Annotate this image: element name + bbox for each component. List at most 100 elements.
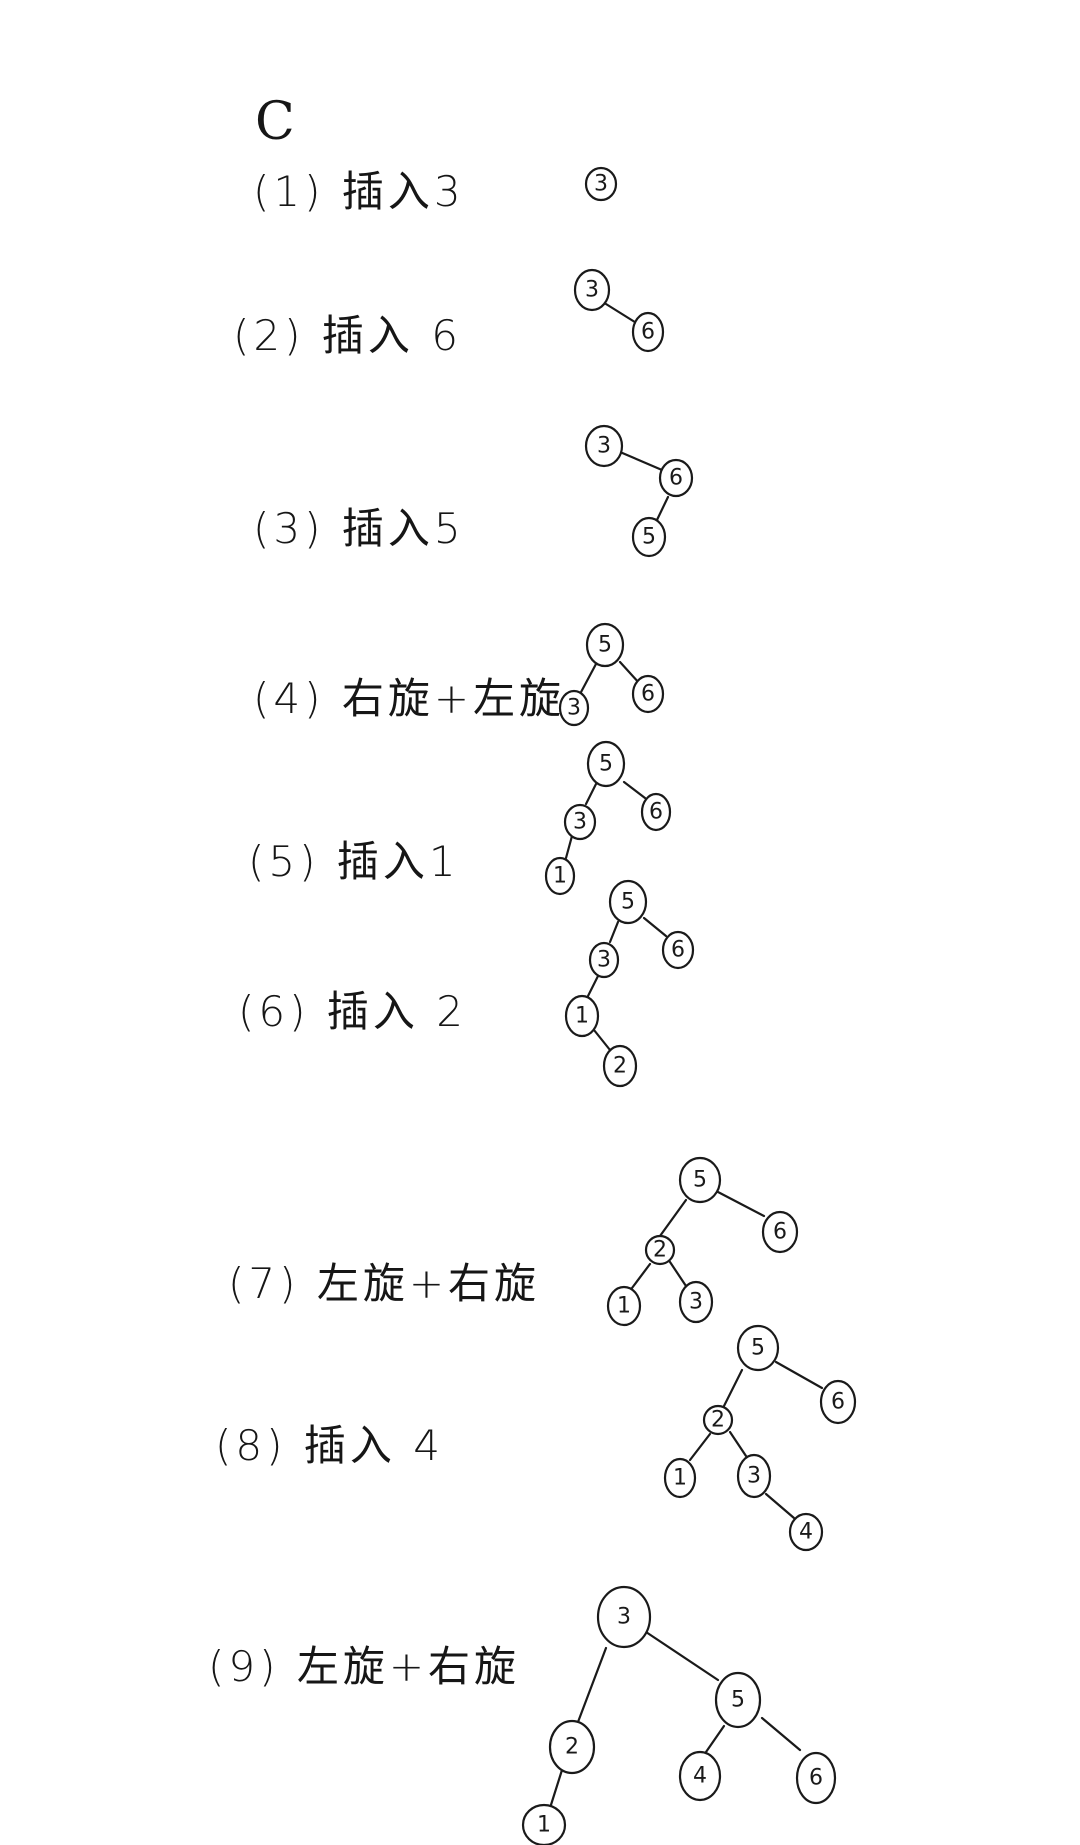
node-value: 3 <box>585 278 599 303</box>
section-heading: C <box>255 92 295 152</box>
tree-node <box>658 458 694 498</box>
tree-step-3: 3 6 5 <box>584 424 694 558</box>
tree-node <box>702 1404 734 1436</box>
tree-node <box>602 1044 638 1088</box>
tree-step-7: 5 2 6 1 3 <box>606 1156 799 1327</box>
node-value: 5 <box>621 890 635 915</box>
tree-step-2: 3 6 <box>573 268 665 353</box>
step-label-1: (1) 插入3 <box>253 167 465 216</box>
node-value: 1 <box>673 1466 687 1491</box>
tree-node <box>678 1280 714 1324</box>
tree-node <box>736 1324 780 1372</box>
tree-edge <box>608 920 620 944</box>
node-value: 3 <box>689 1290 703 1315</box>
step-label-6: (6) 插入 2 <box>238 987 467 1036</box>
tree-node <box>761 1210 799 1254</box>
tree-node <box>788 1512 824 1552</box>
tree-node <box>563 803 597 841</box>
node-value: 5 <box>599 752 613 777</box>
tree-node <box>573 268 611 312</box>
tree-node <box>678 1750 722 1802</box>
tree-node <box>564 994 600 1038</box>
node-value: 6 <box>809 1766 823 1791</box>
node-value: 3 <box>747 1464 761 1489</box>
tree-edge <box>584 782 598 806</box>
tree-node <box>631 516 667 558</box>
tree-edge <box>722 1368 744 1408</box>
tree-node <box>631 311 665 353</box>
node-value: 4 <box>799 1520 813 1545</box>
node-value: 6 <box>671 938 685 963</box>
tree-node <box>644 1234 676 1266</box>
node-value: 5 <box>693 1168 707 1193</box>
tree-edge <box>760 1716 802 1752</box>
node-value: 3 <box>567 696 581 721</box>
step-label-8: (8) 插入 4 <box>215 1421 444 1470</box>
node-value: 5 <box>598 633 612 658</box>
tree-edge <box>654 495 670 524</box>
node-value: 6 <box>641 682 655 707</box>
tree-step-1: 3 <box>584 166 618 202</box>
node-value: 3 <box>617 1605 631 1630</box>
tree-step-6: 5 3 6 1 2 <box>564 879 695 1088</box>
tree-edge <box>688 1432 712 1462</box>
node-value: 6 <box>641 320 655 345</box>
node-value: 2 <box>565 1735 579 1760</box>
step-label-3: (3) 插入5 <box>253 504 465 553</box>
tree-node <box>606 1285 642 1327</box>
node-value: 1 <box>537 1813 551 1838</box>
node-value: 3 <box>597 948 611 973</box>
node-value: 2 <box>613 1054 627 1079</box>
step-label-9: (9) 左旋+右旋 <box>208 1642 521 1691</box>
tree-node <box>631 674 665 714</box>
node-value: 6 <box>773 1220 787 1245</box>
tree-node <box>608 879 648 925</box>
node-value: 2 <box>653 1238 667 1263</box>
tree-edge <box>716 1190 766 1218</box>
tree-node <box>584 166 618 202</box>
tree-edge <box>622 780 647 800</box>
node-value: 6 <box>649 800 663 825</box>
tree-edge <box>774 1360 824 1390</box>
node-value: 6 <box>831 1390 845 1415</box>
tree-edge <box>668 1260 688 1288</box>
tree-node <box>736 1453 772 1499</box>
tree-node <box>521 1803 567 1845</box>
tree-node <box>586 740 626 788</box>
tree-node <box>588 941 620 979</box>
tree-node <box>558 689 590 727</box>
tree-edge <box>576 1646 608 1724</box>
tree-node <box>544 856 576 896</box>
node-value: 3 <box>597 434 611 459</box>
tree-edge <box>548 1768 564 1810</box>
node-value: 5 <box>642 525 656 550</box>
node-value: 1 <box>553 864 567 889</box>
tree-step-9: 3 2 5 1 4 6 <box>521 1585 837 1845</box>
tree-node <box>584 424 624 468</box>
node-value: 3 <box>594 172 608 197</box>
step-label-2: (2) 插入 6 <box>233 311 462 360</box>
tree-edge <box>592 1028 612 1052</box>
tree-edge <box>658 1198 688 1238</box>
tree-node <box>640 792 672 832</box>
node-value: 5 <box>751 1336 765 1361</box>
tree-step-8: 5 2 6 1 3 4 <box>663 1324 857 1552</box>
tree-edge <box>564 834 574 860</box>
node-value: 5 <box>731 1688 745 1713</box>
tree-edge <box>604 302 640 326</box>
tree-node <box>661 930 695 970</box>
tree-edge <box>728 1430 748 1458</box>
tree-node <box>663 1457 697 1499</box>
node-value: 6 <box>669 466 683 491</box>
tree-node <box>585 622 625 668</box>
tree-edge <box>586 974 600 998</box>
tree-edge <box>618 660 642 686</box>
node-value: 2 <box>711 1408 725 1433</box>
tree-edge <box>704 1724 726 1754</box>
tree-edge <box>578 662 598 696</box>
tree-edge <box>642 916 668 938</box>
step-label-4: (4) 右旋+左旋 <box>253 674 566 723</box>
tree-node <box>714 1671 762 1729</box>
